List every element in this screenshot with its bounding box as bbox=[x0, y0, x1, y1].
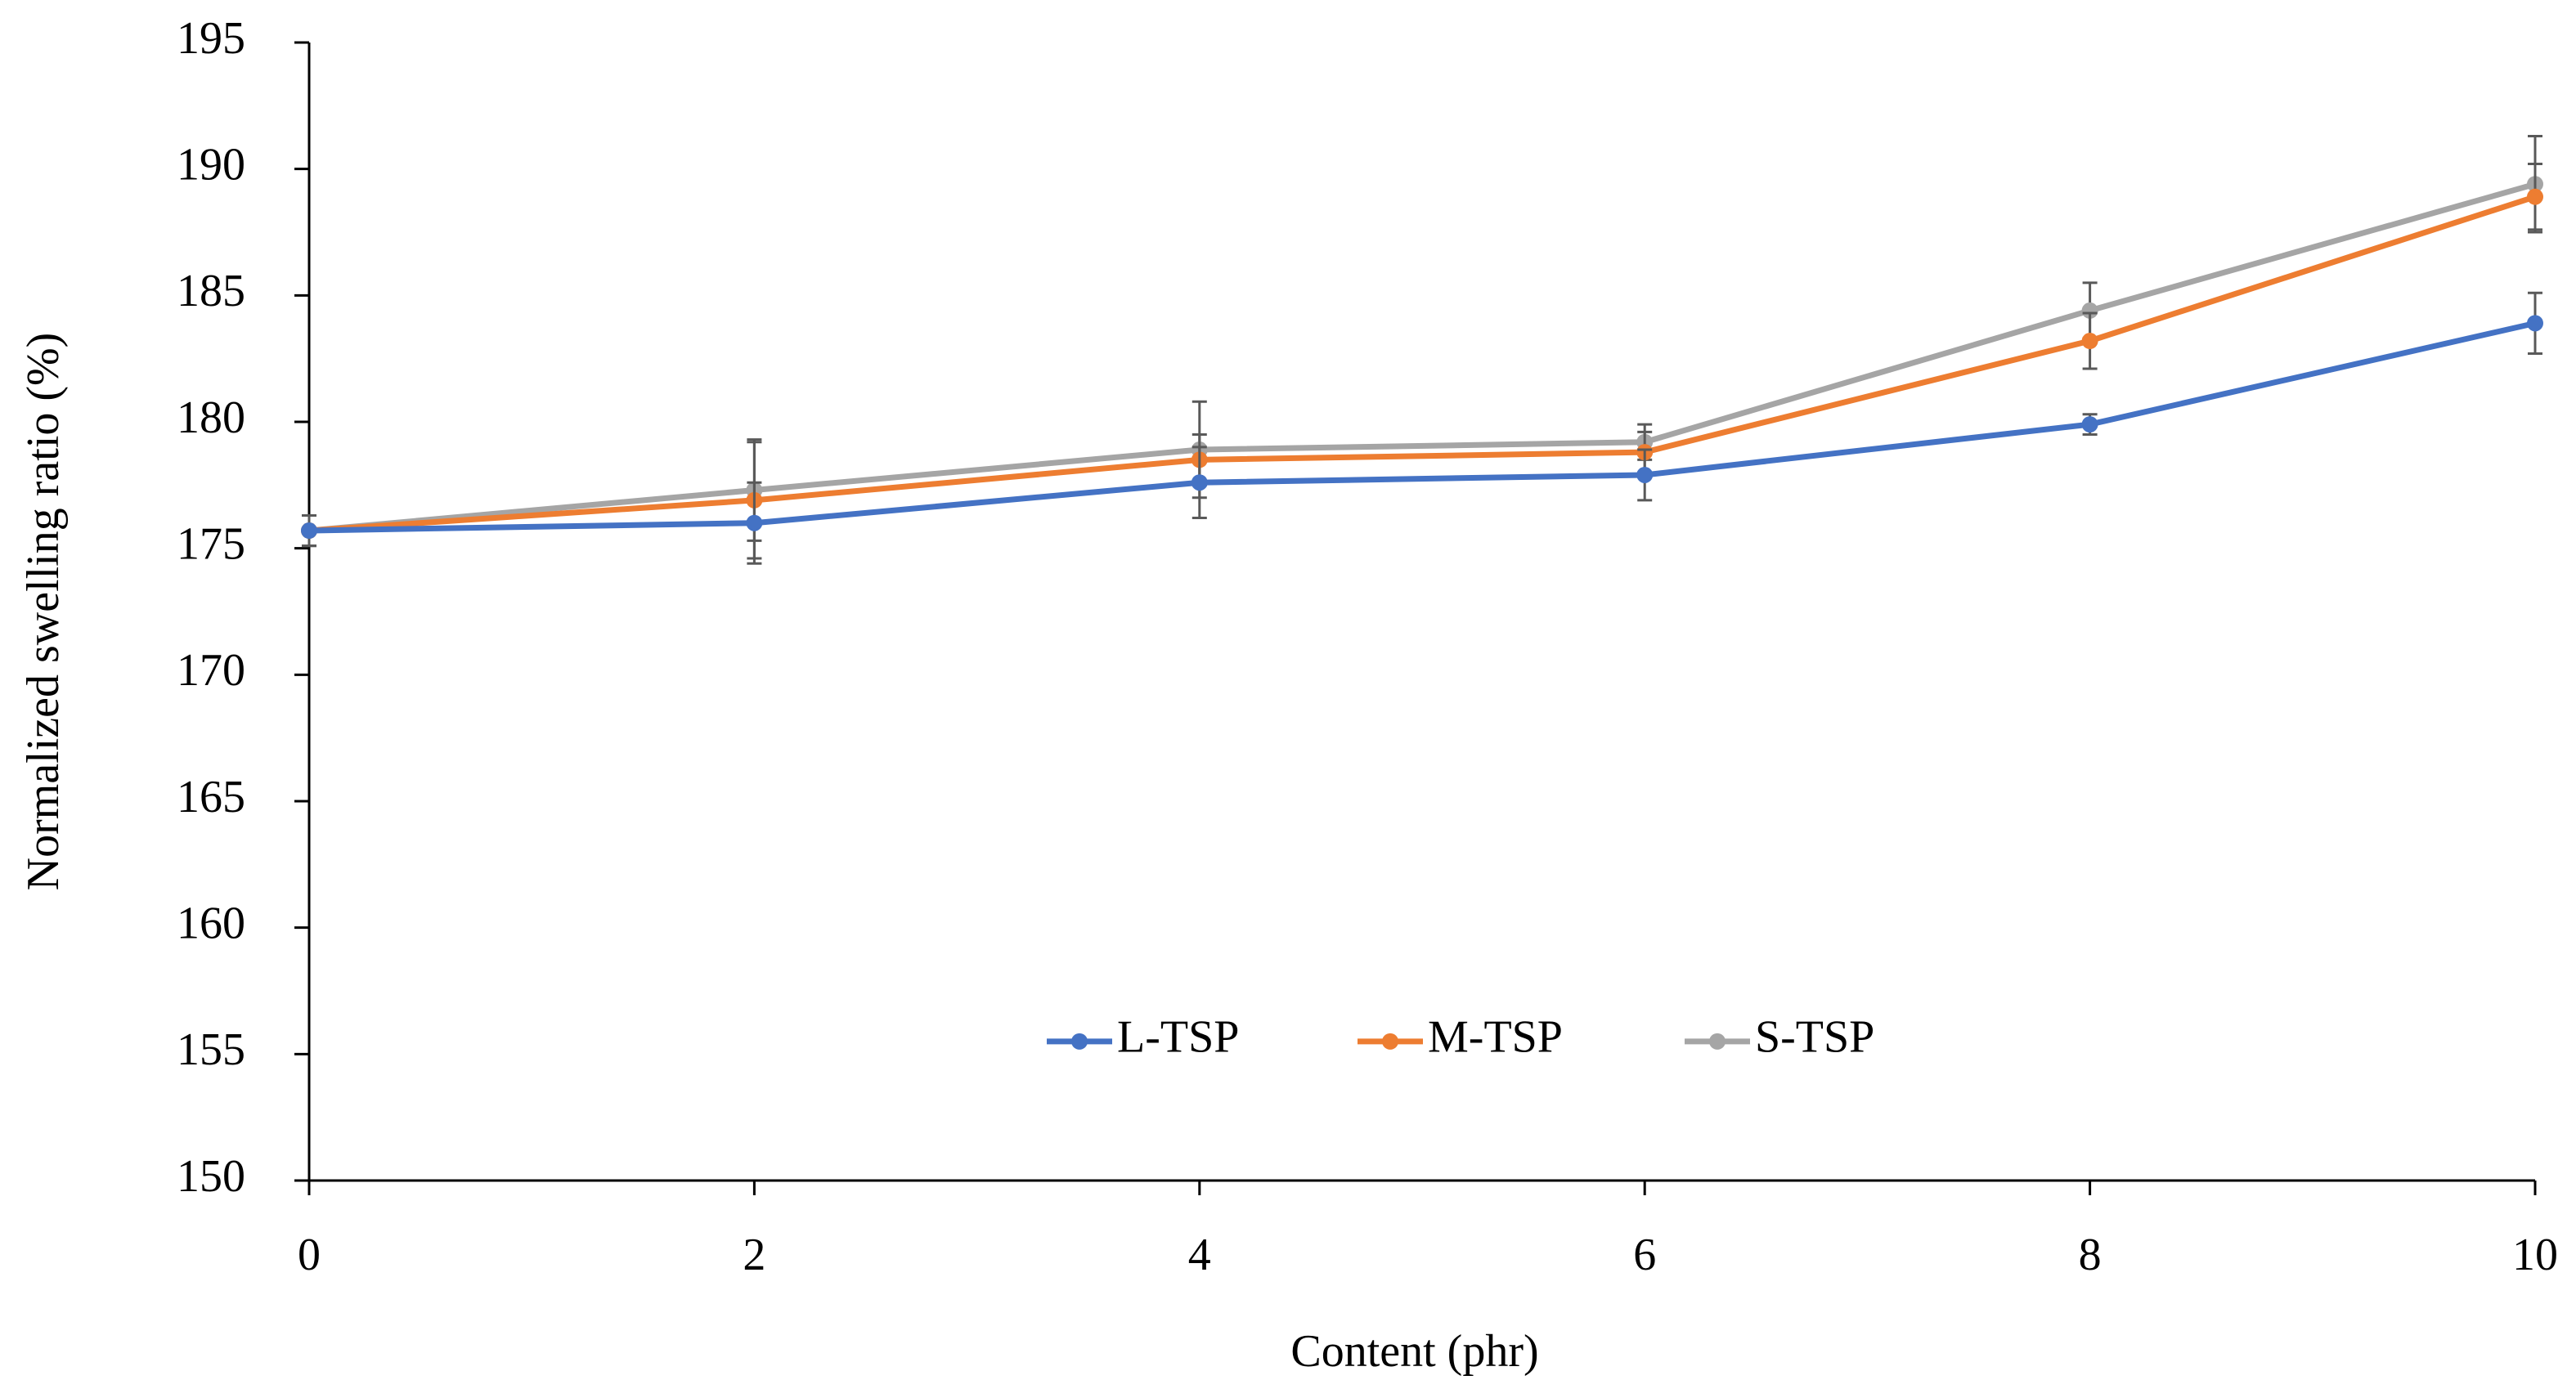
series-line bbox=[308, 320, 2536, 534]
legend-marker bbox=[1382, 1033, 1398, 1050]
x-tick-label: 10 bbox=[2512, 1230, 2558, 1280]
legend-label: S-TSP bbox=[1755, 1012, 1874, 1063]
y-tick-label: 170 bbox=[177, 645, 245, 696]
legend-label: M-TSP bbox=[1428, 1012, 1563, 1063]
point bbox=[2081, 333, 2098, 350]
point bbox=[2527, 188, 2543, 205]
y-tick-label: 195 bbox=[177, 13, 245, 64]
x-tick-label: 0 bbox=[298, 1230, 321, 1280]
y-tick-label: 190 bbox=[177, 140, 245, 190]
y-tick-label: 180 bbox=[177, 392, 245, 443]
point bbox=[1636, 466, 1654, 483]
y-tick-label: 165 bbox=[177, 772, 245, 822]
point bbox=[1191, 474, 1208, 491]
point bbox=[2081, 416, 2098, 433]
series-line bbox=[308, 181, 2536, 534]
y-tick-label: 185 bbox=[177, 266, 245, 316]
point bbox=[2527, 315, 2543, 332]
x-tick-label: 2 bbox=[743, 1230, 765, 1280]
x-axis-title: Content (phr) bbox=[1290, 1326, 1538, 1377]
y-tick-label: 160 bbox=[177, 898, 245, 949]
y-tick-label: 155 bbox=[177, 1024, 245, 1075]
legend-marker bbox=[1709, 1033, 1726, 1050]
point bbox=[301, 522, 317, 540]
y-tick-label: 150 bbox=[177, 1151, 245, 1202]
y-axis-title: Normalized swelling ratio (%) bbox=[18, 333, 69, 891]
legend-label: L-TSP bbox=[1117, 1012, 1239, 1063]
point bbox=[2081, 302, 2098, 319]
y-tick-label: 175 bbox=[177, 519, 245, 570]
point bbox=[746, 514, 763, 531]
legend-marker bbox=[1071, 1033, 1088, 1050]
series-line bbox=[308, 194, 2537, 534]
x-tick-label: 4 bbox=[1188, 1230, 1211, 1280]
x-tick-label: 8 bbox=[2079, 1230, 2102, 1280]
x-tick-label: 6 bbox=[1633, 1230, 1656, 1280]
